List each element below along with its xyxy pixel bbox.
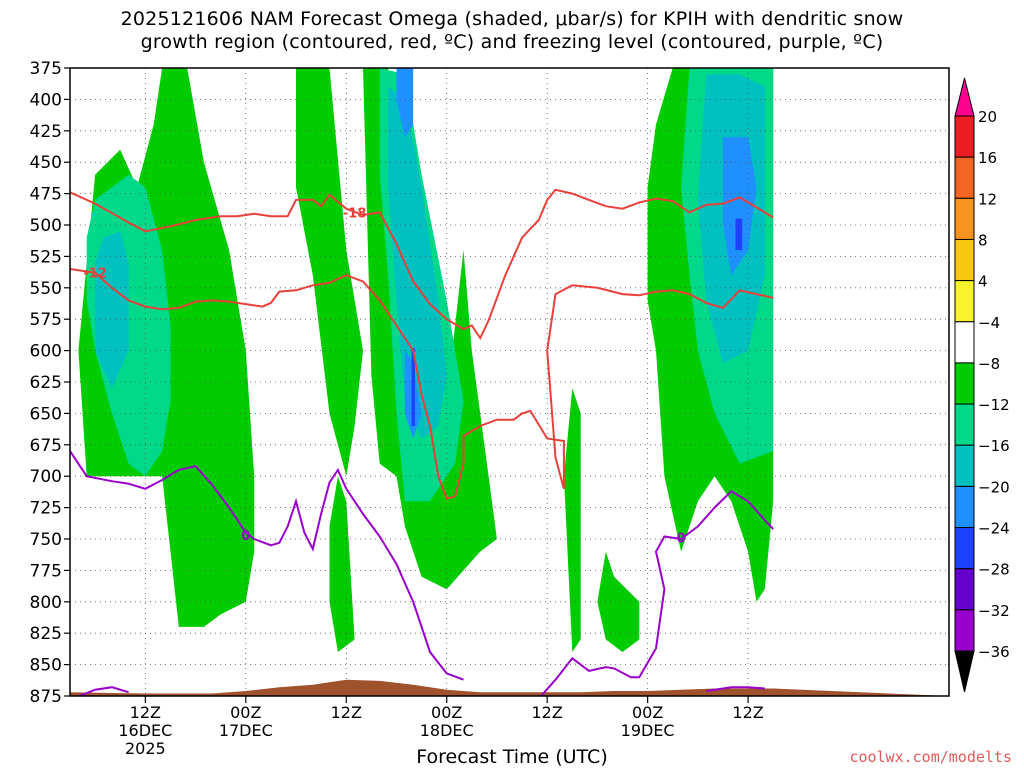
colorbar-box-5 [954, 321, 975, 364]
colorbar-label-5: −4 [978, 314, 1000, 332]
colorbar-label-11: −28 [978, 561, 1010, 579]
colorbar-label-8: −16 [978, 437, 1010, 455]
omega-region-4 [563, 388, 581, 652]
y-tick-label-0: 375 [30, 59, 62, 79]
site-credit[interactable]: coolwx.com/modelts [849, 748, 1012, 766]
omega-region-17 [411, 348, 415, 426]
freezing-contour-label-1: 0 [677, 532, 686, 547]
colorbar-label-10: −24 [978, 520, 1010, 538]
omega-region-11 [388, 86, 447, 439]
colorbar-top-arrow [954, 77, 975, 117]
freezing-contour-line-2 [76, 686, 129, 696]
colorbar-label-0: 20 [978, 108, 997, 126]
freezing-contour-line-1 [539, 490, 774, 696]
omega-region-13 [396, 68, 414, 138]
omega-region-3 [329, 476, 355, 652]
colorbar-label-4: 4 [978, 273, 988, 291]
x-tick-label-4: 12Z [532, 703, 563, 722]
y-tick-label-10: 625 [30, 373, 62, 393]
y-tick-label-8: 575 [30, 310, 62, 330]
colorbar-box-12 [954, 609, 975, 652]
y-tick-label-12: 675 [30, 436, 62, 456]
chart-title-line1: 2025121606 NAM Forecast Omega (shaded, μ… [120, 8, 904, 30]
y-tick-label-2: 425 [30, 122, 62, 142]
omega-region-15 [723, 137, 757, 276]
colorbar-box-9 [954, 485, 975, 529]
colorbar-bottom-arrow [954, 650, 975, 693]
colorbar-box-8 [954, 444, 975, 487]
colorbar-label-3: 8 [978, 231, 988, 249]
y-tick-label-4: 475 [30, 185, 62, 205]
colorbar-label-12: −32 [978, 602, 1010, 620]
omega-region-6 [597, 551, 640, 652]
y-tick-label-17: 800 [30, 593, 62, 613]
colorbar-box-1 [954, 156, 975, 199]
colorbar-box-4 [954, 280, 975, 323]
freezing-contour-line-3 [706, 686, 765, 692]
y-tick-label-15: 750 [30, 530, 62, 550]
x-tick-label-6: 12Z [732, 703, 763, 722]
colorbar-box-2 [954, 197, 975, 240]
colorbar-label-6: −8 [978, 355, 1000, 373]
y-tick-label-18: 825 [30, 624, 62, 644]
omega-region-10 [95, 231, 129, 389]
colorbar-box-11 [954, 568, 975, 611]
x-axis-title: Forecast Time (UTC) [416, 746, 608, 768]
colorbar-label-7: −12 [978, 396, 1010, 414]
y-tick-label-1: 400 [30, 90, 62, 110]
colorbar-box-7 [954, 403, 975, 446]
x-tick-label-1: 00Z [230, 703, 261, 722]
x-tick-date-3: 18DEC [420, 721, 474, 740]
y-tick-label-19: 850 [30, 656, 62, 676]
omega-region-16 [735, 218, 743, 251]
colorbar-box-6 [954, 362, 975, 405]
y-tick-label-7: 550 [30, 279, 62, 299]
y-tick-label-9: 600 [30, 342, 62, 362]
x-tick-date-0: 16DEC [118, 721, 172, 740]
omega-shading [78, 68, 774, 652]
dgz-contour-line-0 [70, 188, 774, 341]
y-tick-label-6: 525 [30, 247, 62, 267]
y-axis: 375 400 425 450 475 500 525 550 575 600 625 650 675 7… [30, 59, 70, 707]
chart-title-line2: growth region (contoured, red, ºC) and f… [140, 31, 884, 53]
colorbar-box-0 [954, 115, 975, 158]
dgz-contour-line-1 [70, 268, 774, 501]
dgz-contour-label-0: -18 [343, 206, 367, 221]
y-tick-label-5: 500 [30, 216, 62, 236]
y-tick-label-11: 650 [30, 404, 62, 424]
x-tick-date-1: 17DEC [219, 721, 273, 740]
x-tick-label-2: 12Z [331, 703, 362, 722]
y-tick-label-14: 725 [30, 499, 62, 519]
colorbar-box-3 [954, 238, 975, 282]
colorbar-label-13: −36 [978, 643, 1010, 661]
freezing-contour-line-0 [70, 450, 464, 681]
x-tick-year-0: 2025 [125, 739, 166, 758]
omega-region-1 [296, 68, 363, 477]
colorbar: 20 16 12 8 4 −4 −8 −12 −16 −20 −24 −28 −32 −36 [954, 77, 1010, 693]
x-tick-label-3: 00Z [431, 703, 462, 722]
x-tick-label-5: 00Z [632, 703, 663, 722]
y-tick-label-13: 700 [30, 467, 62, 487]
x-tick-label-0: 12Z [130, 703, 161, 722]
terrain-fill [70, 679, 949, 696]
colorbar-label-9: −20 [978, 478, 1010, 496]
terrain-layer [70, 679, 949, 696]
y-tick-label-3: 450 [30, 153, 62, 173]
colorbar-box-10 [954, 527, 975, 570]
dgz-contour-label-1: -12 [83, 267, 107, 282]
y-tick-label-16: 775 [30, 561, 62, 581]
colorbar-label-2: 12 [978, 190, 997, 208]
colorbar-label-1: 16 [978, 149, 997, 167]
freezing-contour-label-0: 0 [241, 529, 250, 544]
contour-layer: -18 -12 0 0 [70, 188, 774, 696]
x-tick-date-5: 19DEC [621, 721, 675, 740]
y-tick-label-20: 875 [30, 687, 62, 707]
